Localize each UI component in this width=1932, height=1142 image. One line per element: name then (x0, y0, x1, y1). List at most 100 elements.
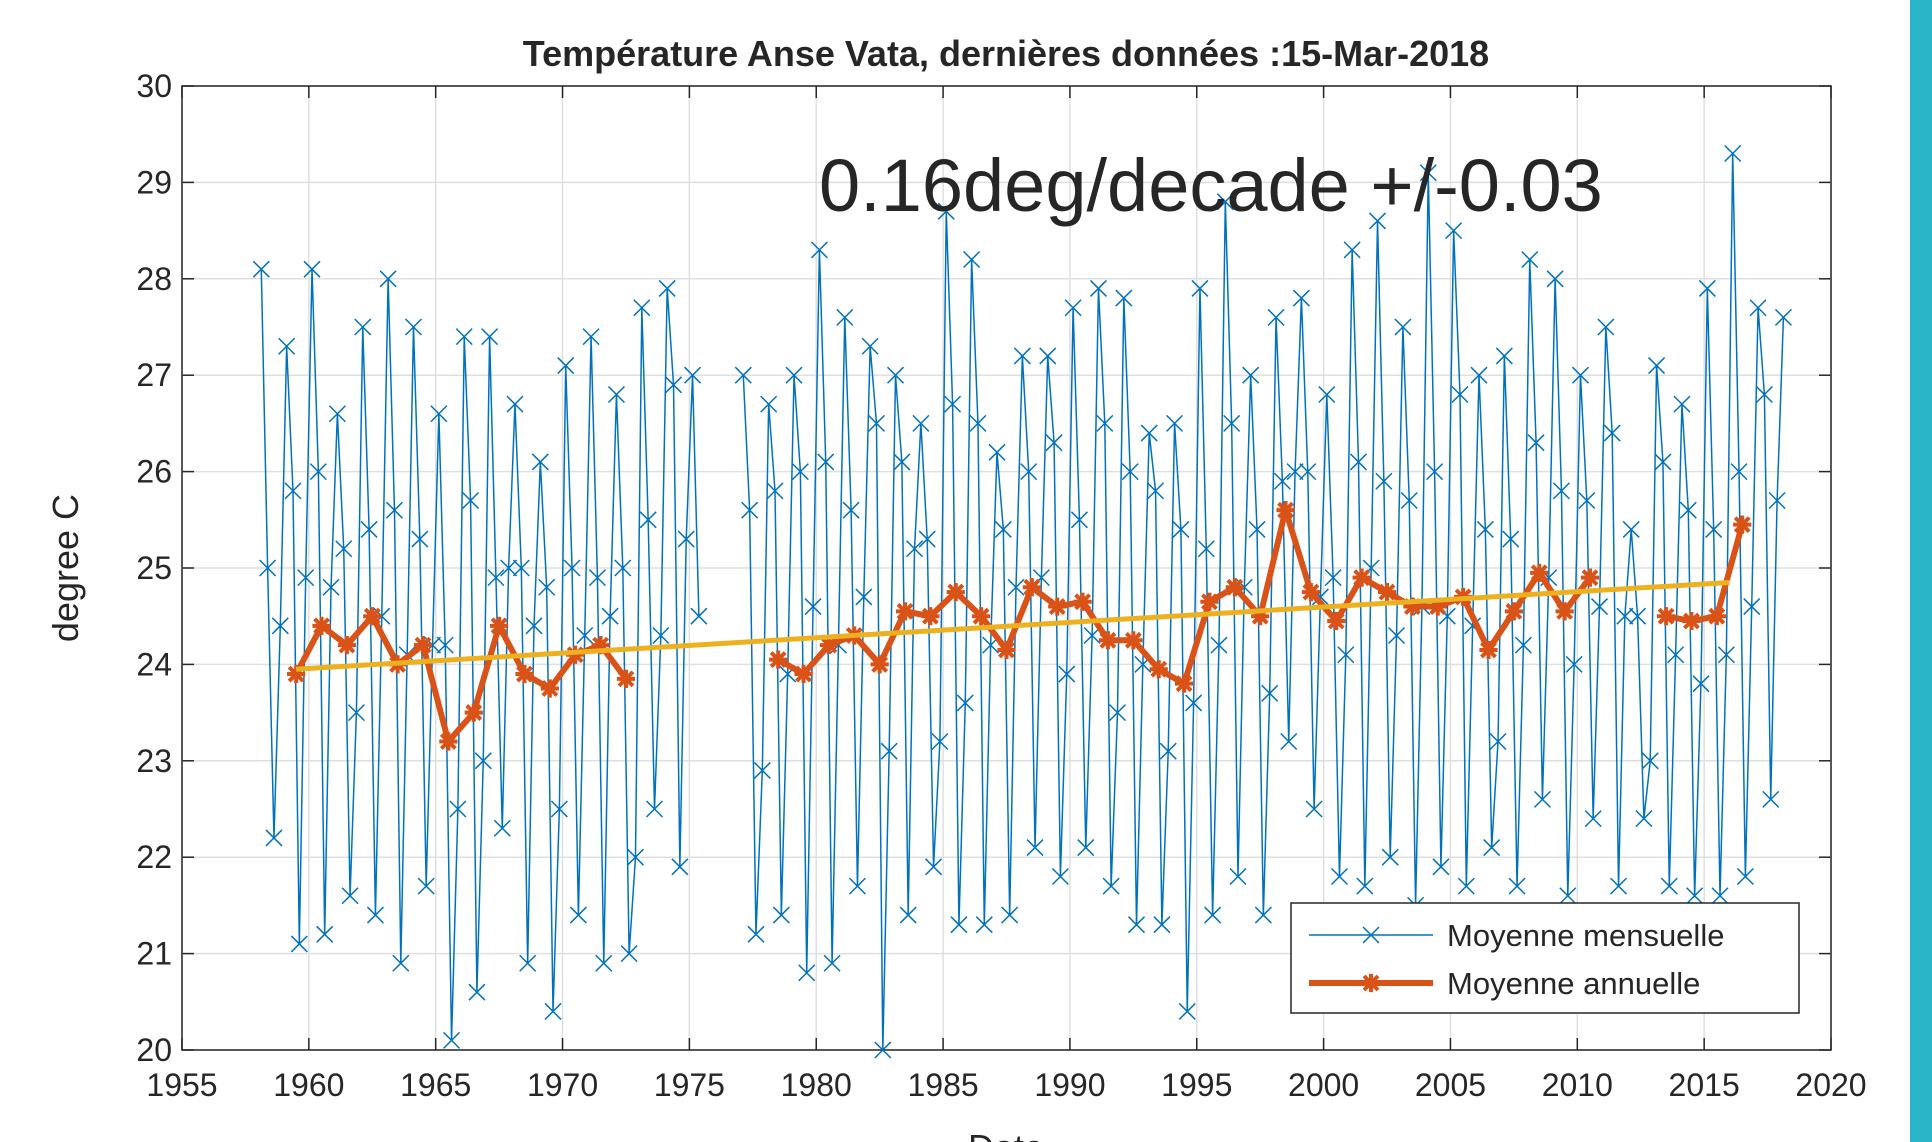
x-marker (1622, 520, 1640, 538)
x-marker (1070, 511, 1088, 529)
star-marker (1403, 597, 1422, 616)
star-marker (363, 607, 382, 626)
x-marker (1432, 858, 1450, 876)
x-marker (848, 877, 866, 895)
x-marker (1204, 906, 1222, 924)
x-marker (347, 704, 365, 722)
star-marker (540, 679, 559, 698)
x-marker (639, 511, 657, 529)
x-marker (1514, 636, 1532, 654)
x-marker (867, 414, 886, 432)
x-marker (1356, 877, 1374, 895)
legend-box (1290, 902, 1800, 1014)
x-marker (1597, 318, 1615, 336)
x-marker (1102, 877, 1120, 895)
x-marker (550, 800, 568, 818)
x-marker (918, 530, 936, 548)
x-tick-label: 1990 (1034, 1067, 1105, 1103)
x-marker (1261, 684, 1279, 702)
x-tick-label: 2005 (1415, 1067, 1486, 1103)
side-bar (1910, 0, 1932, 1142)
series-line (296, 579, 1730, 672)
x-tick-label: 2010 (1542, 1067, 1613, 1103)
x-tick-label: 2015 (1669, 1067, 1740, 1103)
x-marker (810, 241, 828, 259)
x-marker (975, 916, 993, 934)
x-marker (582, 328, 600, 346)
x-marker (1673, 395, 1691, 413)
x-marker (366, 906, 384, 924)
x-marker (734, 366, 752, 384)
star-marker (1225, 578, 1244, 597)
y-tick-label: 21 (136, 936, 172, 972)
star-marker (895, 602, 915, 621)
star-marker (1555, 602, 1574, 621)
x-marker (1248, 520, 1266, 538)
x-marker (747, 925, 765, 943)
x-marker (1584, 810, 1602, 828)
x-marker (1121, 463, 1139, 481)
x-marker (772, 906, 790, 924)
legend: Moyenne mensuelle Moyenne annuelle (1290, 902, 1800, 1014)
x-marker (417, 877, 435, 895)
x-marker (1578, 491, 1596, 510)
star-marker (1352, 568, 1371, 587)
y-tick-label: 22 (136, 839, 172, 875)
x-marker (271, 617, 289, 635)
x-marker (1451, 385, 1469, 404)
x-marker (931, 732, 949, 751)
x-marker (525, 617, 543, 635)
x-marker (1394, 318, 1412, 336)
star-marker (464, 703, 483, 722)
x-marker (861, 337, 879, 355)
x-marker (1679, 501, 1697, 519)
x-marker (950, 916, 968, 934)
x-marker (290, 935, 308, 953)
x-marker (1216, 193, 1234, 211)
x-marker (836, 308, 854, 326)
x-marker (404, 318, 423, 336)
x-marker (1489, 732, 1507, 751)
x-marker (493, 819, 511, 837)
x-marker (1172, 520, 1190, 538)
x-marker (1698, 279, 1716, 297)
x-marker (354, 318, 372, 336)
x-marker (1609, 877, 1628, 895)
annotation: 0.16deg/decade +/-0.03 (819, 144, 1603, 227)
x-marker (1159, 742, 1177, 760)
x-marker (842, 501, 860, 519)
x-marker (1299, 463, 1317, 481)
x-marker (474, 752, 492, 770)
x-tick-label: 1980 (781, 1067, 852, 1103)
x-marker (855, 588, 873, 606)
x-marker (620, 945, 638, 963)
y-tick-label: 25 (136, 550, 172, 586)
star-marker (413, 636, 433, 655)
x-marker (658, 279, 676, 297)
x-tick-label: 2020 (1795, 1067, 1866, 1103)
x-marker (1375, 472, 1393, 490)
x-axis-label: Date (968, 1127, 1044, 1142)
x-marker (1343, 241, 1361, 259)
x-marker (1020, 463, 1038, 481)
x-marker (278, 337, 296, 355)
x-marker (487, 569, 505, 587)
star-marker (870, 655, 889, 674)
x-marker (1280, 732, 1298, 751)
star-marker (1428, 597, 1447, 616)
x-marker (1191, 279, 1209, 297)
x-marker (886, 366, 905, 384)
star-marker (337, 636, 356, 655)
star-marker (287, 664, 306, 684)
x-marker (664, 376, 683, 394)
star-marker (819, 636, 839, 655)
x-marker (481, 328, 499, 346)
x-marker (449, 800, 467, 818)
x-marker (899, 906, 917, 924)
x-marker (1654, 453, 1672, 471)
x-marker (1108, 704, 1127, 722)
x-marker (741, 501, 759, 519)
x-marker (1559, 887, 1577, 905)
x-marker (1768, 491, 1786, 510)
x-marker (512, 559, 530, 577)
